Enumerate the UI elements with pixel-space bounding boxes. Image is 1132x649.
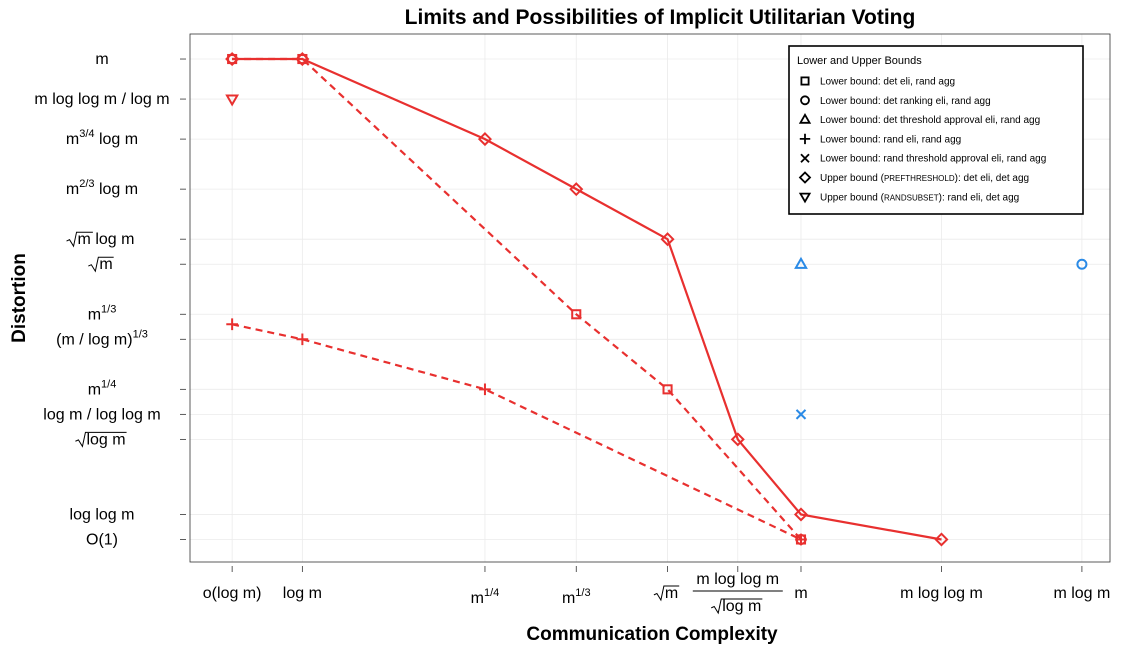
svg-text:m3/4 log m: m3/4 log m bbox=[66, 128, 138, 148]
data-point-diamond bbox=[660, 232, 675, 247]
legend-title: Lower and Upper Bounds bbox=[797, 55, 922, 67]
y-tick-label: m1/3 bbox=[88, 303, 117, 323]
svg-text:m: m bbox=[665, 585, 678, 602]
svg-text:m: m bbox=[99, 256, 112, 273]
data-point-diamond bbox=[477, 132, 493, 147]
svg-text:m log log m: m log log m bbox=[900, 585, 983, 602]
y-tick-label: m log m bbox=[66, 231, 135, 248]
legend-key-diamond bbox=[798, 171, 812, 184]
legend-key-plus bbox=[799, 133, 811, 145]
svg-text:m: m bbox=[794, 585, 807, 602]
data-point-square bbox=[662, 384, 673, 395]
svg-text:(m / log m)1/3: (m / log m)1/3 bbox=[56, 328, 148, 348]
svg-text:m1/3: m1/3 bbox=[88, 303, 117, 323]
x-tick-label: m log log m log m bbox=[692, 571, 783, 615]
series-layer bbox=[225, 51, 1088, 547]
y-tick-label: log m / log log m bbox=[43, 406, 160, 423]
data-point-circle bbox=[296, 53, 308, 65]
y-tick-label: m bbox=[95, 51, 108, 68]
legend-key-square bbox=[800, 76, 810, 86]
svg-text:m log m: m log m bbox=[1053, 585, 1110, 602]
svg-text:log log m: log log m bbox=[70, 506, 135, 523]
legend-label: Lower bound: rand eli, rand agg bbox=[820, 134, 961, 145]
data-point-circle bbox=[1076, 258, 1088, 270]
plot-panel bbox=[189, 33, 1111, 563]
data-point-diamond bbox=[934, 532, 949, 547]
chart-title: Limits and Possibilities of Implicit Uti… bbox=[405, 6, 916, 29]
legend: Lower and Upper Bounds Lower bound: det e… bbox=[788, 45, 1084, 215]
y-tick-label: O(1) bbox=[86, 531, 118, 548]
series-line-plus bbox=[231, 323, 802, 541]
svg-text:log m: log m bbox=[722, 598, 761, 615]
y-tick-label: m log log m / log m bbox=[34, 91, 169, 108]
legend-key-cross bbox=[800, 153, 810, 163]
data-point-square bbox=[571, 309, 582, 320]
y-tick-label: m2/3 log m bbox=[66, 178, 138, 198]
x-tick-label: m log m bbox=[1053, 585, 1110, 602]
data-point-circle bbox=[795, 533, 807, 545]
series-line-diamond bbox=[232, 57, 942, 541]
series-line-square bbox=[232, 57, 802, 541]
data-point-circle bbox=[226, 53, 238, 65]
data-point-plus bbox=[226, 318, 238, 331]
y-tick-label: log log m bbox=[70, 506, 135, 523]
data-point-triangle-down bbox=[225, 94, 240, 107]
svg-text:m2/3 log m: m2/3 log m bbox=[66, 178, 138, 198]
svg-text:m log m: m log m bbox=[78, 231, 135, 248]
legend-box bbox=[788, 45, 1084, 215]
legend-label: Upper bound (PREFTHRESHOLD): det eli, de… bbox=[820, 173, 1029, 184]
y-tick-label: m bbox=[88, 256, 114, 273]
x-tick-label: m1/4 bbox=[471, 587, 500, 607]
data-point-diamond bbox=[793, 507, 809, 522]
y-tick-label: m3/4 log m bbox=[66, 128, 138, 148]
y-tick-label: (m / log m)1/3 bbox=[56, 328, 148, 348]
svg-text:m: m bbox=[95, 51, 108, 68]
svg-text:o(log m): o(log m) bbox=[203, 585, 262, 602]
svg-text:m1/4: m1/4 bbox=[88, 378, 117, 398]
y-axis-title: Distortion bbox=[9, 253, 30, 343]
svg-text:log m / log log m: log m / log log m bbox=[43, 406, 160, 423]
x-axis-title: Communication Complexity bbox=[526, 624, 778, 645]
y-tick-label: m1/4 bbox=[88, 378, 117, 398]
x-tick-label: o(log m) bbox=[203, 585, 262, 602]
x-tick-label: log m bbox=[283, 585, 322, 602]
legend-label: Lower bound: det eli, rand agg bbox=[820, 77, 955, 88]
y-ticks: O(1) log log m log m log m / log log m m1/4 (… bbox=[34, 51, 186, 548]
x-tick-label: m bbox=[794, 585, 807, 602]
svg-text:m1/4: m1/4 bbox=[471, 587, 500, 607]
data-point-cross bbox=[795, 409, 807, 420]
legend-key-triangle-down bbox=[798, 192, 812, 204]
legend-label: Lower bound: rand threshold approval eli… bbox=[820, 154, 1046, 165]
legend-key-triangle-up bbox=[798, 112, 812, 124]
svg-text:log m: log m bbox=[283, 585, 322, 602]
legend-label: Lower bound: det ranking eli, rand agg bbox=[820, 96, 991, 107]
svg-text:m1/3: m1/3 bbox=[562, 587, 591, 607]
y-tick-label: log m bbox=[75, 431, 127, 448]
svg-text:m log log m / log m: m log log m / log m bbox=[34, 91, 169, 108]
legend-key-circle bbox=[800, 95, 810, 106]
data-point-plus bbox=[296, 333, 309, 346]
legend-label: Upper bound (RANDSUBSET): rand eli, det … bbox=[820, 192, 1019, 203]
data-point-triangle-up bbox=[794, 256, 808, 269]
legend-label: Lower bound: det threshold approval eli,… bbox=[820, 115, 1040, 126]
data-point-diamond bbox=[730, 432, 745, 447]
x-tick-label: m bbox=[653, 585, 680, 602]
x-tick-label: m log log m bbox=[900, 585, 983, 602]
svg-text:log m: log m bbox=[86, 431, 125, 448]
data-point-plus bbox=[479, 383, 491, 396]
data-point-diamond bbox=[569, 182, 584, 197]
x-tick-label: m1/3 bbox=[562, 587, 591, 607]
svg-text:m log log m: m log log m bbox=[696, 571, 779, 588]
svg-text:O(1): O(1) bbox=[86, 531, 118, 548]
